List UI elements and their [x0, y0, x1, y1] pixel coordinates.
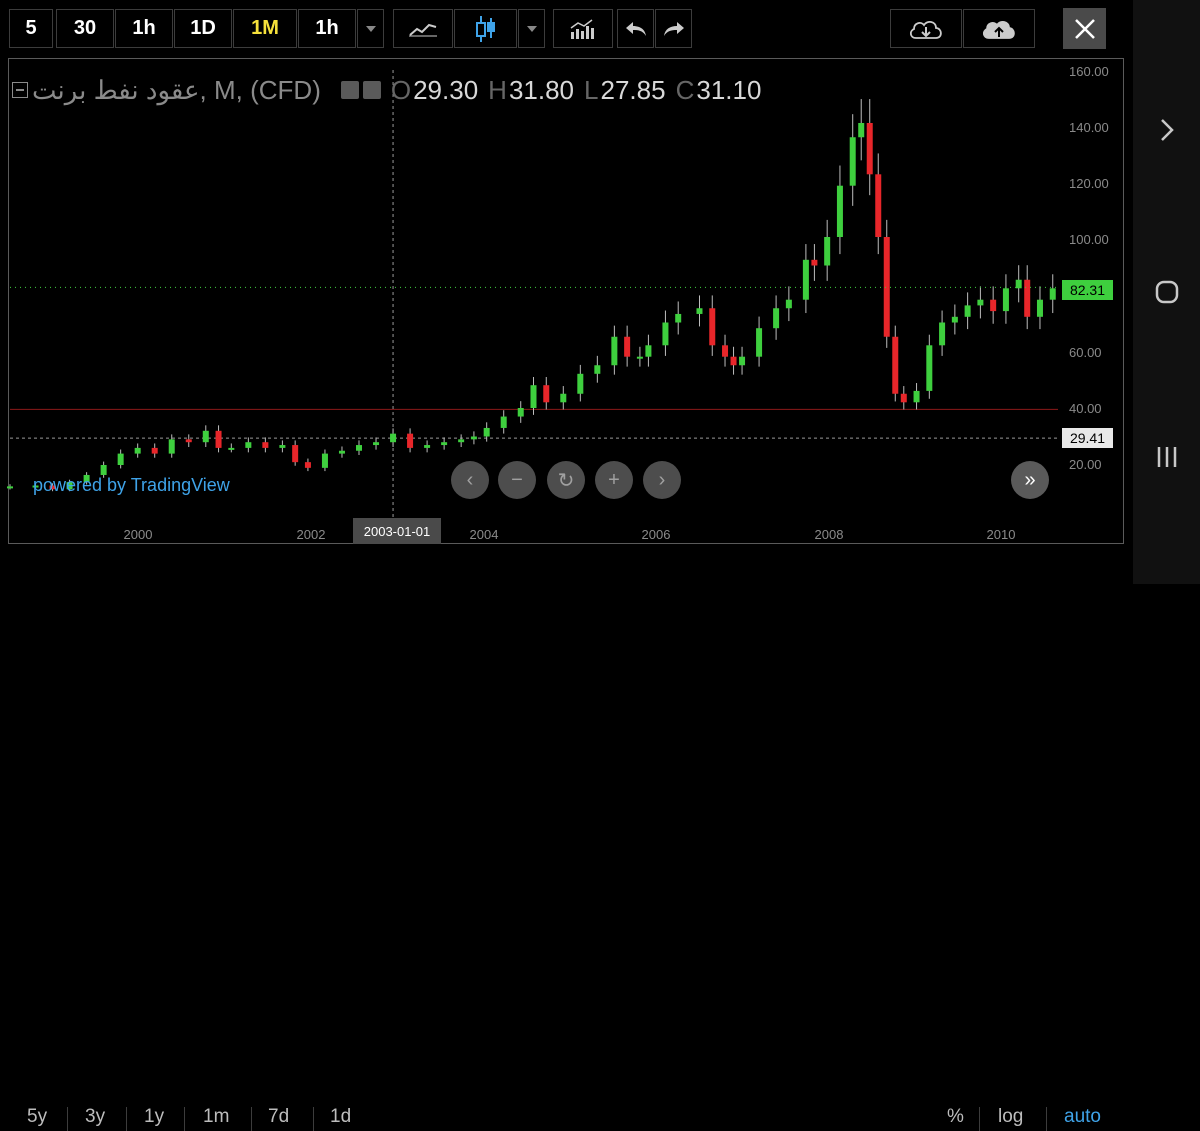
indicators-icon	[570, 18, 594, 39]
indicators-button[interactable]	[553, 9, 613, 48]
load-chart-button[interactable]	[890, 9, 962, 48]
legend-high-label: H	[488, 74, 507, 105]
x-tick-label: 2010	[986, 527, 1016, 542]
redo-button[interactable]	[655, 9, 692, 48]
range-1m[interactable]: 1m	[203, 1106, 230, 1127]
cloud-upload-icon	[982, 20, 1015, 39]
range-1d[interactable]: 1d	[330, 1106, 352, 1127]
divider	[313, 1107, 314, 1131]
divider	[184, 1107, 185, 1131]
double-chevron-right-icon: »	[1024, 468, 1036, 491]
chart-type-dropdown[interactable]	[518, 9, 545, 48]
scroll-to-realtime-button[interactable]: »	[1011, 461, 1049, 499]
line-chart-button[interactable]	[393, 9, 453, 48]
y-tick-label: 100.00	[1069, 232, 1109, 247]
nav-forward-button[interactable]	[1133, 105, 1200, 155]
range-7d[interactable]: 7d	[268, 1106, 290, 1127]
range-3y[interactable]: 3y	[85, 1106, 106, 1127]
interval-30[interactable]: 30	[56, 9, 114, 48]
scroll-right-button[interactable]: ›	[643, 461, 681, 499]
plus-icon: +	[608, 468, 620, 491]
last-price-label: 82.31	[1062, 280, 1113, 300]
legend-high: 31.80	[508, 74, 575, 105]
interval-5[interactable]: 5	[9, 9, 53, 48]
legend-symbol: عقود نفط برنت, M, (CFD)	[32, 74, 321, 105]
reset-button[interactable]: ↻	[547, 461, 585, 499]
dropdown-caret-icon	[365, 25, 376, 32]
interval-1m[interactable]: 1M	[233, 9, 297, 48]
y-tick-label: 120.00	[1069, 176, 1109, 191]
x-tick-label: 2002	[296, 527, 326, 542]
divider	[979, 1107, 980, 1131]
settings-icon[interactable]	[362, 81, 381, 99]
legend-open-label: O	[390, 74, 412, 105]
divider	[1046, 1107, 1047, 1131]
reset-icon: ↻	[557, 469, 575, 492]
scroll-left-button[interactable]: ‹	[451, 461, 489, 499]
redo-icon	[663, 21, 684, 36]
nav-home-button[interactable]	[1133, 267, 1200, 317]
undo-icon	[625, 21, 646, 36]
x-tick-label: 2008	[814, 527, 844, 542]
log-scale-button[interactable]: log	[998, 1106, 1024, 1127]
close-icon	[1074, 18, 1095, 39]
toolbar: 5 30 1h 1D 1M 1h	[0, 0, 1133, 56]
x-tick-label: 2004	[469, 527, 499, 542]
y-tick-label: 20.00	[1069, 457, 1102, 472]
candlestick-button[interactable]	[454, 9, 517, 48]
dropdown-caret-icon	[526, 25, 537, 32]
save-chart-button[interactable]	[963, 9, 1035, 48]
x-tick-label: 2000	[123, 527, 153, 542]
legend-close-label: C	[675, 74, 695, 105]
chart-app: 5 30 1h 1D 1M 1h	[0, 0, 1133, 1131]
range-5y[interactable]: 5y	[27, 1106, 48, 1127]
range-bar: 5y 3y 1y 1m 7d 1d % log auto	[0, 551, 1133, 1131]
legend-low-label: L	[584, 74, 599, 105]
chevron-right-icon	[1160, 119, 1174, 141]
y-tick-label: 40.00	[1069, 401, 1102, 416]
legend-low: 27.85	[600, 74, 666, 105]
cloud-download-icon	[909, 20, 942, 39]
crosshair-price-label: 29.41	[1062, 428, 1113, 448]
tradingview-watermark[interactable]: powered by TradingView	[33, 475, 230, 495]
y-tick-label: 160.00	[1069, 64, 1109, 79]
percent-scale-button[interactable]: %	[947, 1106, 964, 1127]
divider	[251, 1107, 252, 1131]
x-tick-label: 2006	[641, 527, 671, 542]
eye-icon[interactable]	[340, 81, 359, 99]
interval-1h[interactable]: 1h	[115, 9, 173, 48]
close-button[interactable]	[1063, 8, 1106, 49]
zoom-out-button[interactable]: −	[498, 461, 536, 499]
interval-dropdown[interactable]	[357, 9, 384, 48]
candlestick-icon	[475, 15, 495, 42]
divider	[126, 1107, 127, 1131]
minus-icon: −	[511, 468, 523, 491]
divider	[67, 1107, 68, 1131]
range-1y[interactable]: 1y	[144, 1106, 165, 1127]
collapse-legend-icon[interactable]	[12, 82, 28, 98]
auto-scale-button[interactable]: auto	[1064, 1106, 1101, 1127]
y-tick-label: 140.00	[1069, 120, 1109, 135]
legend-open: 29.30	[413, 74, 479, 105]
recents-icon	[1157, 447, 1176, 467]
interval-1h-secondary[interactable]: 1h	[298, 9, 356, 48]
nav-recents-button[interactable]	[1133, 432, 1200, 482]
y-tick-label: 60.00	[1069, 345, 1102, 360]
crosshair-date-label: 2003-01-01	[353, 518, 441, 544]
line-chart-icon	[409, 23, 437, 36]
interval-1d[interactable]: 1D	[174, 9, 232, 48]
chevron-left-icon: ‹	[466, 468, 474, 491]
home-icon	[1155, 280, 1178, 304]
system-navigation-bar	[1133, 0, 1200, 584]
chevron-right-icon: ›	[658, 468, 666, 491]
legend-close: 31.10	[696, 74, 762, 105]
zoom-in-button[interactable]: +	[595, 461, 633, 499]
undo-button[interactable]	[617, 9, 654, 48]
